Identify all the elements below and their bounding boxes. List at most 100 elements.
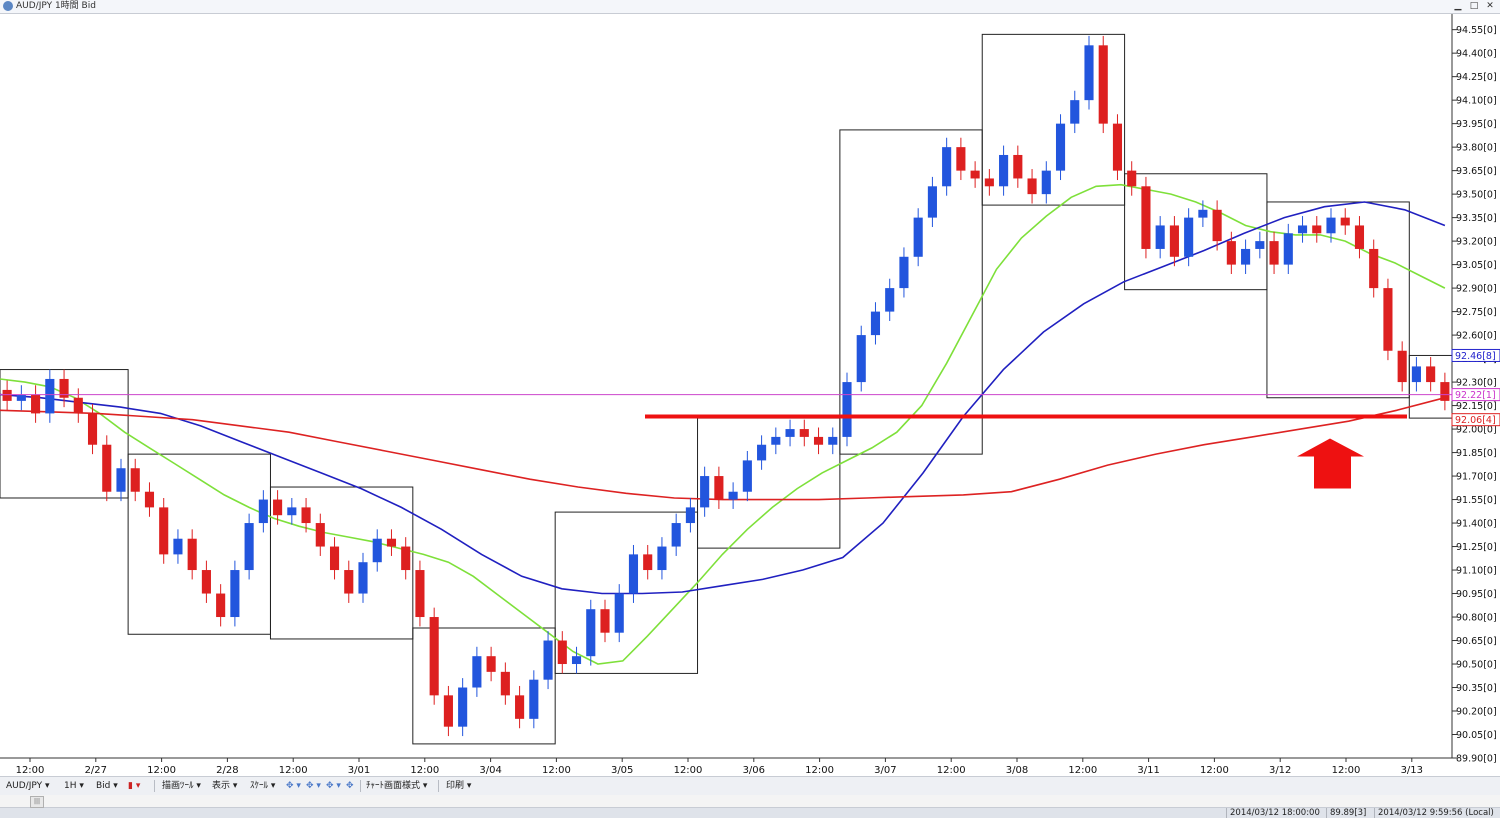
chart-toolbar: AUD/JPY ▾ 1H ▾ Bid ▾ ▮ ▾ 描画ﾂｰﾙ ▾ 表示 ▾ ｽｹ… bbox=[0, 776, 1500, 796]
x-tick-label: 2/27 bbox=[85, 765, 107, 776]
candle-bear bbox=[500, 671, 510, 696]
candle-bear bbox=[714, 476, 724, 500]
candle-bull bbox=[913, 217, 923, 257]
candle-bull bbox=[785, 429, 795, 437]
candle-bear bbox=[1426, 366, 1436, 383]
candle-color-icon[interactable]: ▮ ▾ bbox=[128, 781, 141, 791]
candle-bear bbox=[1354, 225, 1365, 249]
candle-bear bbox=[2, 389, 12, 401]
y-tick-label: 94.55[0] bbox=[1456, 25, 1497, 36]
candle-bull bbox=[1283, 233, 1293, 265]
y-tick-label: 92.15[0] bbox=[1456, 401, 1497, 412]
candle-bear bbox=[1027, 178, 1037, 195]
symbol-select[interactable]: AUD/JPY ▾ bbox=[6, 781, 50, 791]
x-tick-label: 12:00 bbox=[805, 765, 834, 776]
candle-bear bbox=[401, 546, 411, 571]
x-tick-label: 3/13 bbox=[1401, 765, 1423, 776]
x-axis-ticks: 12:00 2/27 12:00 2/28 12:00 3/01 12:00 3/04 12:0… bbox=[16, 758, 1423, 776]
candle-bull bbox=[45, 378, 55, 414]
candle-bear bbox=[386, 538, 397, 547]
price-chart[interactable]: 94.55[0] 94.40[0] 94.25[0] 94.10[0] 93.95[0]… bbox=[0, 14, 1500, 776]
candle-bear bbox=[216, 593, 226, 618]
print-menu[interactable]: 印刷 ▾ bbox=[446, 781, 472, 791]
fit-icon[interactable]: ✥ bbox=[346, 781, 354, 791]
y-tick-label: 91.85[0] bbox=[1456, 448, 1497, 459]
candle-bear bbox=[1312, 225, 1322, 234]
minimize-icon[interactable]: ▁ bbox=[1454, 1, 1462, 11]
x-tick-label: 3/01 bbox=[348, 765, 370, 776]
x-tick-label: 3/07 bbox=[874, 765, 896, 776]
x-tick-label: 12:00 bbox=[542, 765, 571, 776]
candle-bear bbox=[159, 507, 169, 555]
candle-bull bbox=[1055, 123, 1066, 171]
candle-bull bbox=[230, 570, 240, 618]
candle-bull bbox=[671, 523, 681, 547]
timeframe-label: 1H bbox=[64, 781, 77, 791]
candle-bull bbox=[1411, 366, 1421, 383]
candle-bull bbox=[173, 538, 183, 555]
session-box bbox=[412, 627, 556, 745]
candle-bull bbox=[771, 436, 781, 445]
x-tick-label: 3/08 bbox=[1006, 765, 1028, 776]
candle-bull bbox=[1198, 209, 1208, 218]
candle-bull bbox=[116, 468, 126, 492]
x-tick-label: 12:00 bbox=[1332, 765, 1361, 776]
candle-bear bbox=[1112, 123, 1123, 171]
y-tick-label: 91.55[0] bbox=[1456, 495, 1497, 506]
y-tick-label: 90.95[0] bbox=[1456, 589, 1497, 600]
y-tick-label: 91.10[0] bbox=[1456, 566, 1497, 577]
y-tick-label: 93.05[0] bbox=[1456, 260, 1497, 271]
zoom-out-icon[interactable]: ✥ ▾ bbox=[306, 781, 321, 791]
overlays bbox=[0, 394, 1452, 489]
candle-bull bbox=[571, 656, 582, 665]
price-side-select[interactable]: Bid ▾ bbox=[96, 781, 118, 791]
y-tick-label: 91.25[0] bbox=[1456, 542, 1497, 553]
status-cursor-value: 89.89[3] bbox=[1326, 808, 1369, 818]
candle-bear bbox=[443, 695, 453, 727]
y-tick-label: 92.75[0] bbox=[1456, 307, 1497, 318]
y-tick-label: 93.95[0] bbox=[1456, 119, 1497, 130]
zoom-in-icon[interactable]: ✥ ▾ bbox=[286, 781, 301, 791]
status-local-time: 2014/03/12 9:59:56 (Local) bbox=[1374, 808, 1497, 818]
candle-bear bbox=[1212, 209, 1222, 242]
scale-menu[interactable]: ｽｹｰﾙ ▾ bbox=[250, 781, 276, 791]
x-tick-label: 3/04 bbox=[479, 765, 501, 776]
close-icon[interactable]: ✕ bbox=[1486, 1, 1494, 11]
candle-bear bbox=[1169, 225, 1179, 257]
x-tick-label: 12:00 bbox=[279, 765, 308, 776]
candle-bear bbox=[130, 468, 140, 492]
candle-bear bbox=[600, 609, 610, 633]
candle-bear bbox=[429, 617, 439, 696]
ma-line-ma_long bbox=[0, 396, 1446, 501]
candle-bear bbox=[31, 394, 41, 414]
moving-averages bbox=[0, 183, 1446, 665]
maximize-icon[interactable]: □ bbox=[1469, 1, 1479, 11]
y-tick-label: 92.00[0] bbox=[1456, 425, 1497, 436]
candle-bull bbox=[742, 460, 752, 492]
draw-tools-menu[interactable]: 描画ﾂｰﾙ ▾ bbox=[162, 781, 201, 791]
candle-bull bbox=[1084, 45, 1094, 101]
candle-bull bbox=[543, 640, 553, 680]
draw-tools-label: 描画ﾂｰﾙ bbox=[162, 781, 194, 791]
horizontal-scrollbar[interactable]: ||| bbox=[0, 795, 1500, 808]
candle-bull bbox=[700, 476, 710, 508]
chart-style-menu[interactable]: ﾁｬｰﾄ画面様式 ▾ bbox=[366, 781, 428, 791]
candle-bull bbox=[258, 499, 268, 524]
candle-bear bbox=[315, 523, 325, 547]
candle-bull bbox=[472, 656, 482, 688]
price-tag-box bbox=[1451, 413, 1500, 427]
candle-bear bbox=[415, 570, 425, 618]
candle-bull bbox=[757, 444, 767, 461]
candle-bear bbox=[301, 507, 311, 524]
candle-bull bbox=[1184, 217, 1194, 257]
candle-bull bbox=[999, 154, 1009, 187]
scroll-thumb-icon[interactable]: ||| bbox=[30, 796, 44, 808]
candle-bull bbox=[287, 507, 297, 516]
candle-bear bbox=[1098, 45, 1108, 124]
timeframe-select[interactable]: 1H ▾ bbox=[64, 781, 84, 791]
pan-icon[interactable]: ✥ ▾ bbox=[326, 781, 341, 791]
display-menu[interactable]: 表示 ▾ bbox=[212, 781, 238, 791]
session-box bbox=[1266, 201, 1410, 399]
candle-bull bbox=[942, 147, 952, 187]
candle-bear bbox=[1141, 186, 1151, 249]
